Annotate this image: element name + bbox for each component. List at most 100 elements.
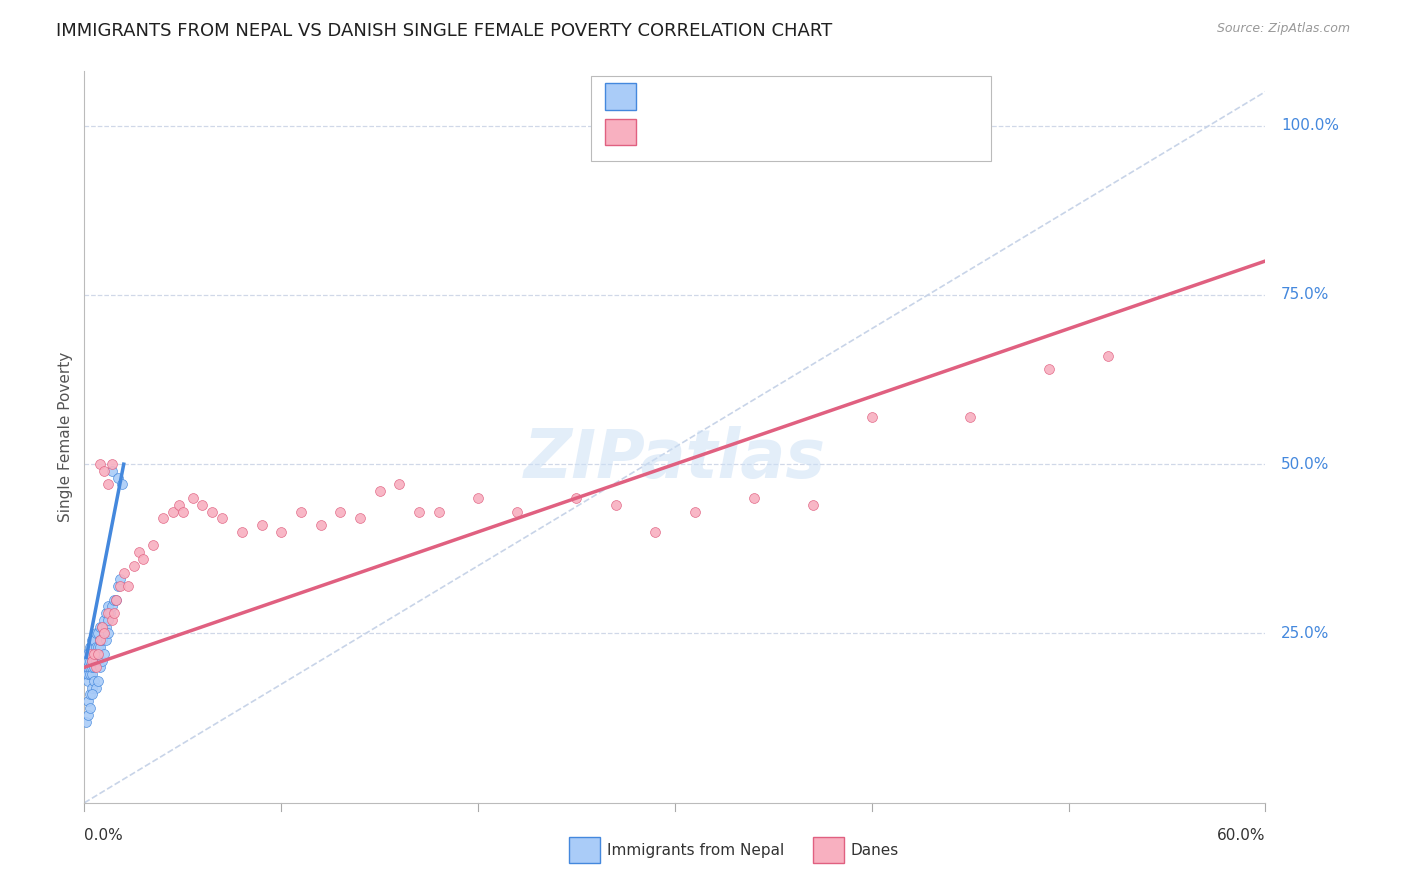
Text: 50.0%: 50.0% (1281, 457, 1330, 472)
Point (93, 464, 115, 478)
Point (84, 640, 107, 654)
Point (79, 647, 101, 661)
Point (201, 505, 224, 519)
Point (103, 592, 125, 607)
Point (77, 667, 100, 681)
Point (83, 647, 105, 661)
Text: IMMIGRANTS FROM NEPAL VS DANISH SINGLE FEMALE POVERTY CORRELATION CHART: IMMIGRANTS FROM NEPAL VS DANISH SINGLE F… (56, 22, 832, 40)
Text: 75.0%: 75.0% (1281, 287, 1330, 302)
Point (82, 681, 104, 695)
Point (79, 647, 101, 661)
Point (467, 491, 489, 505)
Point (89, 633, 111, 648)
Point (162, 505, 184, 519)
Text: 60.0%: 60.0% (1218, 828, 1265, 843)
Point (644, 524, 666, 539)
Point (93, 613, 115, 627)
Point (172, 505, 194, 519)
Point (152, 511, 174, 525)
Text: 100.0%: 100.0% (1281, 118, 1339, 133)
Point (89, 660, 111, 674)
Point (742, 491, 765, 505)
Point (84, 681, 107, 695)
Point (84, 660, 107, 674)
Point (89, 640, 111, 654)
Point (98, 606, 121, 620)
Text: R =  0.516   N = 64: R = 0.516 N = 64 (647, 87, 808, 105)
Point (91, 633, 114, 648)
Point (83, 647, 105, 661)
Point (94, 633, 117, 648)
Point (108, 579, 131, 593)
Point (84, 654, 107, 668)
Point (506, 505, 529, 519)
Point (87, 626, 110, 640)
Point (211, 511, 233, 525)
Point (89, 620, 111, 634)
Point (91, 654, 114, 668)
Point (97, 613, 120, 627)
Point (368, 484, 391, 499)
Point (84, 647, 107, 661)
Text: 25.0%: 25.0% (1281, 626, 1330, 641)
Text: Immigrants from Nepal: Immigrants from Nepal (607, 843, 785, 857)
Point (77, 654, 100, 668)
Point (91, 620, 114, 634)
Point (117, 579, 139, 593)
Point (329, 505, 352, 519)
Point (388, 477, 411, 491)
Point (107, 579, 129, 593)
Point (111, 477, 134, 491)
Point (83, 673, 105, 688)
Point (91, 620, 114, 634)
Point (82, 667, 104, 681)
Point (93, 626, 115, 640)
Y-axis label: Single Female Poverty: Single Female Poverty (58, 352, 73, 522)
Point (1038, 362, 1060, 376)
Point (142, 538, 165, 552)
Point (77, 707, 100, 722)
Point (1097, 349, 1119, 363)
Point (959, 409, 981, 424)
Point (309, 518, 332, 533)
Point (103, 606, 125, 620)
Point (408, 505, 430, 519)
Point (75, 714, 97, 729)
Point (79, 667, 101, 681)
Point (82, 654, 104, 668)
Point (101, 464, 124, 478)
Point (87, 640, 110, 654)
Point (101, 457, 124, 471)
Point (181, 491, 204, 505)
Point (77, 647, 100, 661)
Point (801, 498, 824, 512)
Point (122, 558, 145, 573)
Point (79, 660, 101, 674)
Text: Danes: Danes (851, 843, 898, 857)
Text: Source: ZipAtlas.com: Source: ZipAtlas.com (1216, 22, 1350, 36)
Point (94, 620, 117, 634)
Point (87, 673, 110, 688)
Point (77, 673, 100, 688)
Point (93, 647, 115, 661)
Point (683, 505, 706, 519)
Point (167, 498, 190, 512)
Point (93, 626, 115, 640)
Point (82, 633, 104, 648)
Point (82, 654, 104, 668)
Point (565, 491, 588, 505)
Point (82, 688, 104, 702)
Point (290, 505, 312, 519)
Point (104, 592, 127, 607)
Point (84, 626, 107, 640)
Point (101, 613, 124, 627)
Point (89, 457, 111, 471)
Point (427, 505, 450, 519)
Point (83, 633, 105, 648)
Point (77, 694, 100, 708)
Point (104, 592, 127, 607)
Point (79, 654, 101, 668)
Point (89, 633, 111, 648)
Point (83, 654, 105, 668)
Point (605, 498, 627, 512)
